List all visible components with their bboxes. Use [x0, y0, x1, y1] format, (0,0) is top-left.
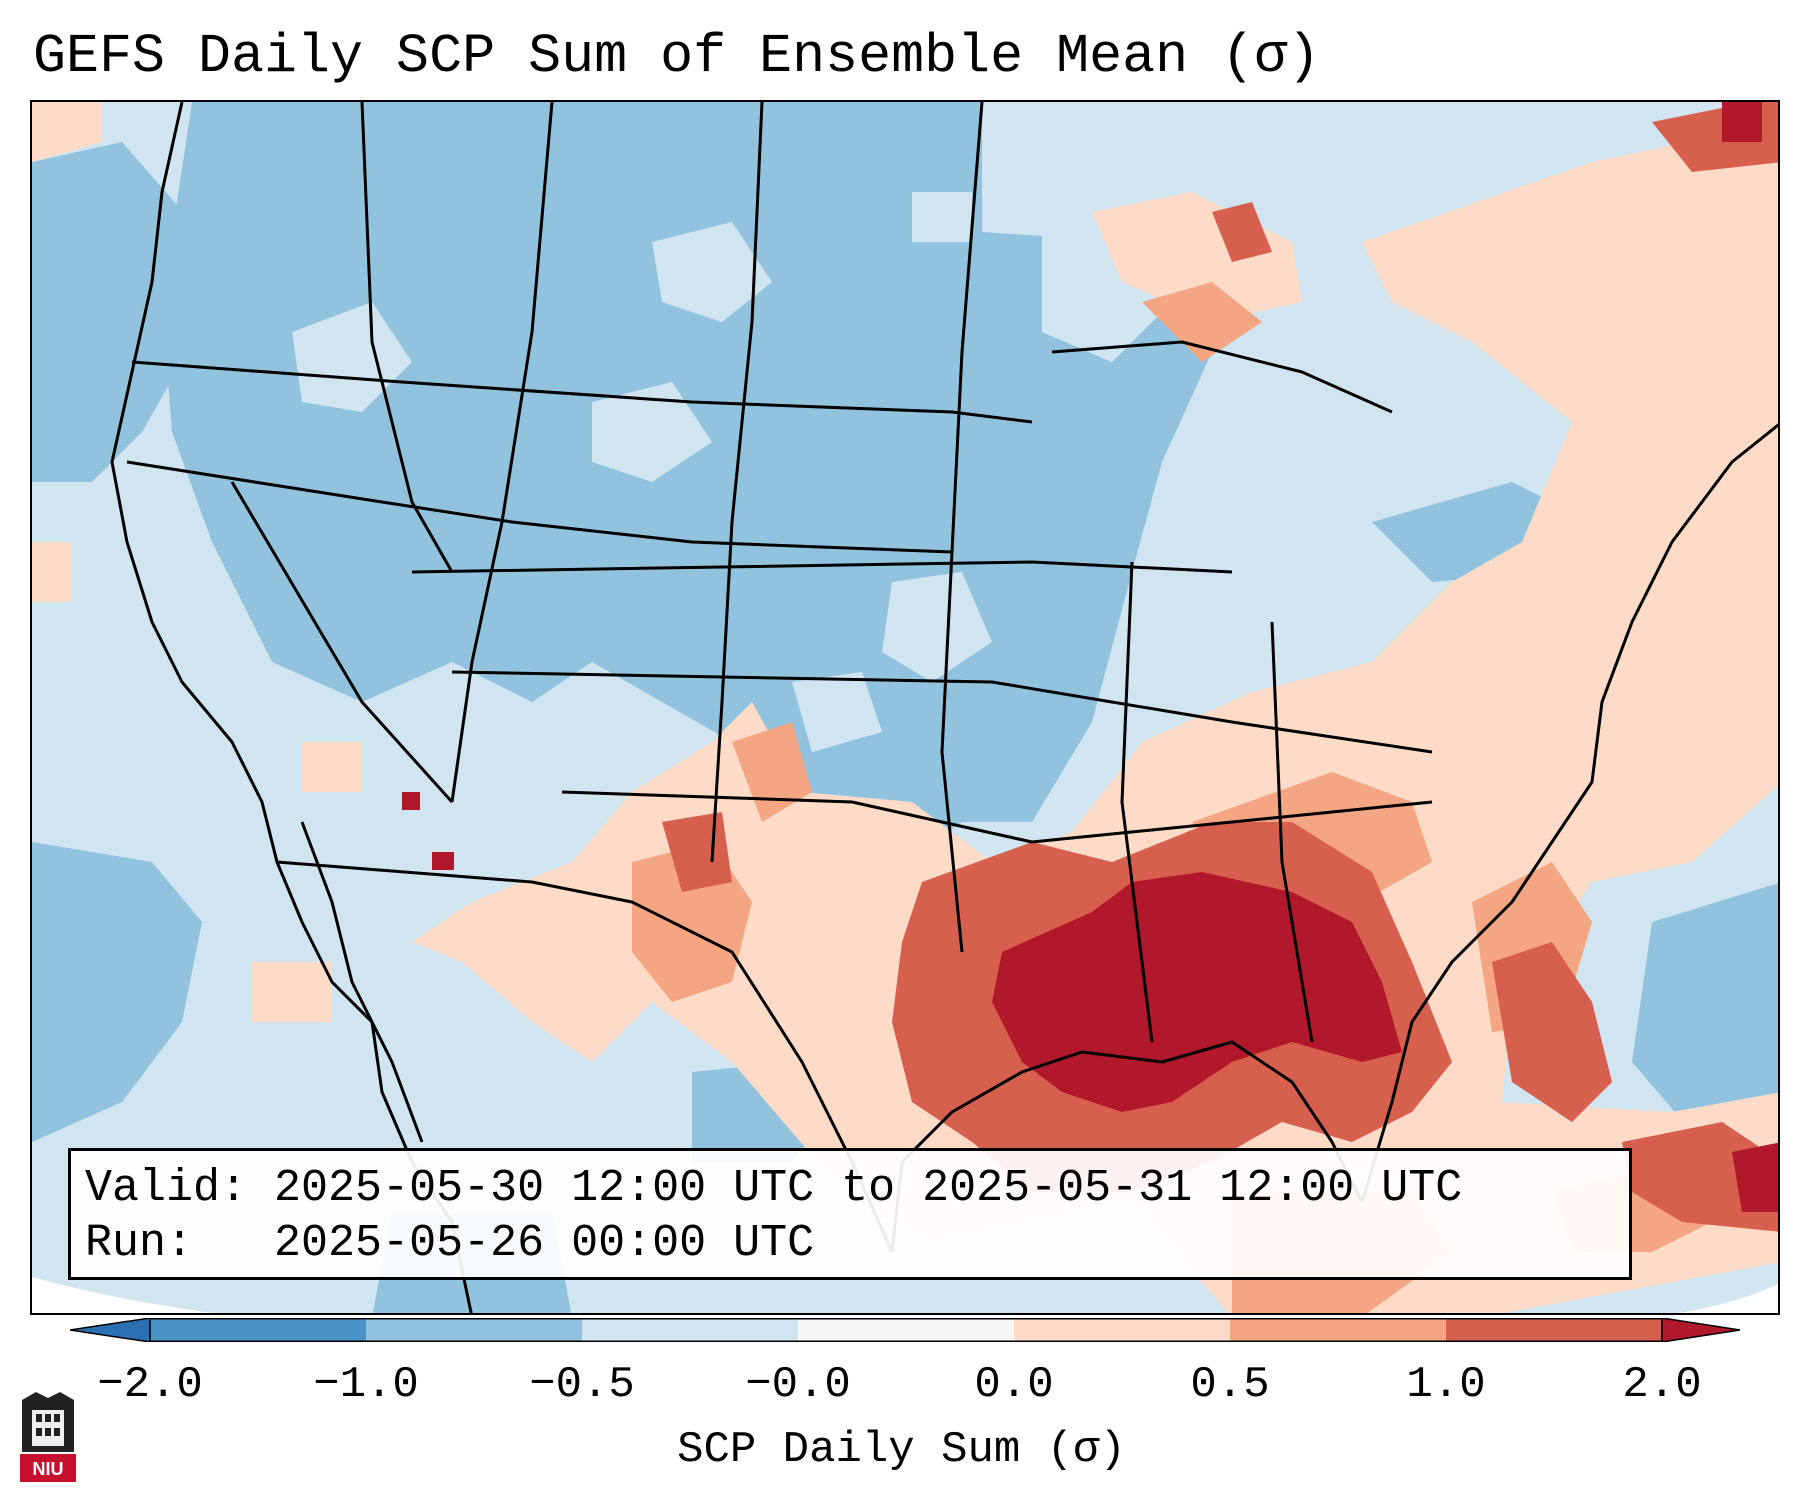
colorbar-extend-low [70, 1318, 151, 1342]
state-border-3 [710, 102, 764, 863]
boundaries [110, 102, 1778, 1313]
east-coast [1360, 423, 1778, 1203]
colorbar-outline [149, 1318, 1663, 1342]
state-border-row-1 [411, 560, 1233, 574]
colorbar-tick-label: −0.0 [745, 1360, 851, 1410]
west-coastline [110, 102, 473, 1313]
border-line-north-2 [126, 460, 953, 554]
map-canvas [32, 102, 1778, 1313]
field-positive-max [402, 102, 1778, 1212]
chart-title: GEFS Daily SCP Sum of Ensemble Mean (σ) [33, 25, 1321, 88]
niu-logo-graphic: NIU [20, 1392, 76, 1482]
valid-label: Valid: [85, 1163, 248, 1214]
niu-logo: NIU [18, 1390, 78, 1486]
valid-row: Valid: 2025-05-30 12:00 UTC to 2025-05-3… [85, 1161, 1615, 1216]
state-border-2 [450, 102, 554, 803]
border-line-north-1 [131, 360, 1033, 424]
state-border-4 [940, 102, 984, 953]
state-border-row-2 [451, 670, 1433, 754]
colorbar-tick-label: −0.5 [529, 1360, 635, 1410]
run-label: Run: [85, 1218, 194, 1269]
colorbar-tick-label: 0.0 [974, 1360, 1054, 1410]
logo-text: NIU [33, 1459, 64, 1479]
colorbar [70, 1318, 1740, 1342]
colorbar-bin-6 [1230, 1318, 1446, 1342]
offmap-corner-right [1679, 1283, 1778, 1313]
state-border-1 [360, 102, 454, 573]
map-panel [30, 100, 1780, 1315]
baja-coast [300, 821, 424, 1143]
colorbar-bin-7 [1446, 1318, 1662, 1342]
run-row: Run: 2025-05-26 00:00 UTC [85, 1216, 1615, 1271]
colorbar-bin-2 [366, 1318, 582, 1342]
colorbar-tick-label: 2.0 [1622, 1360, 1702, 1410]
logo-banner [20, 1454, 76, 1482]
gulf-coast [890, 1040, 1364, 1253]
state-border-5 [1120, 561, 1154, 1043]
state-border-row-3 [561, 790, 1433, 844]
run-info-box: Valid: 2025-05-30 12:00 UTC to 2025-05-3… [68, 1148, 1632, 1280]
valid-value: 2025-05-30 12:00 UTC to 2025-05-31 12:00… [274, 1163, 1463, 1214]
colorbar-tick-label: −1.0 [313, 1360, 419, 1410]
ca-nv-border [230, 481, 454, 804]
colorbar-bin-3 [582, 1318, 798, 1342]
colorbar-label: SCP Daily Sum (σ) [677, 1425, 1126, 1475]
run-value: 2025-05-26 00:00 UTC [274, 1218, 815, 1269]
logo-windows [36, 1414, 60, 1436]
great-lakes-shore [1051, 340, 1393, 414]
colorbar-tick-label: 1.0 [1406, 1360, 1486, 1410]
colorbar-bin-5 [1014, 1318, 1230, 1342]
colorbar-tick-label: 0.5 [1190, 1360, 1270, 1410]
colorbar-bin-1 [150, 1318, 366, 1342]
colorbar-tick-label: −2.0 [97, 1360, 203, 1410]
colorbar-extend-high [1661, 1318, 1740, 1342]
offmap-corner-left [32, 1277, 212, 1313]
state-border-6 [1270, 621, 1314, 1043]
colorbar-bin-4 [798, 1318, 1014, 1342]
